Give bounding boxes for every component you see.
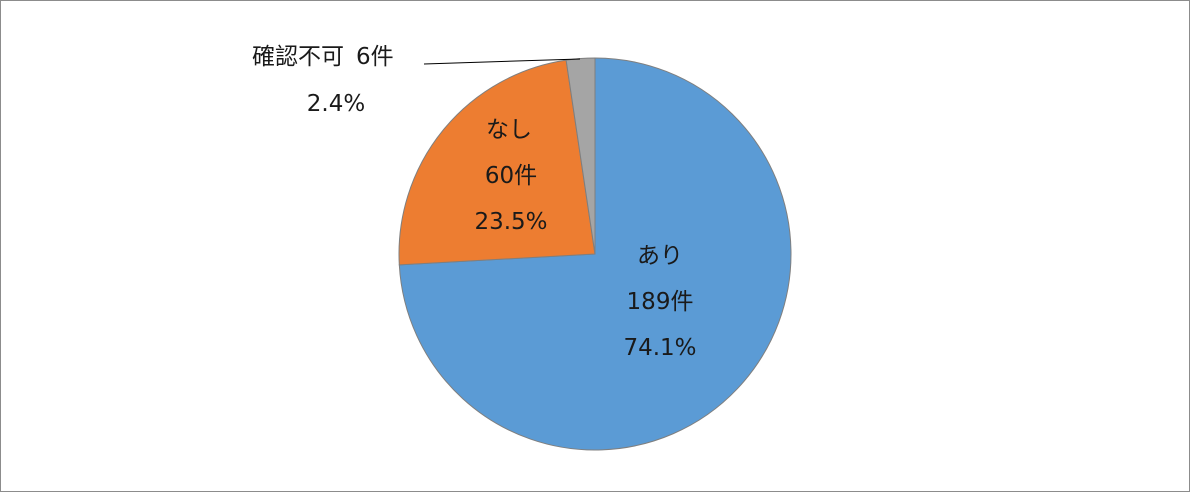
slice-label-percent-nashi: 23.5% [474, 209, 547, 235]
slice-label-category-nashi: なし [486, 117, 532, 143]
pie-slices [398, 57, 792, 451]
slice-label-count-ari: 189件 [627, 289, 694, 315]
slice-label-percent-kakunin: 2.4% [307, 91, 365, 117]
leader-line [423, 58, 581, 65]
slice-label-category-ari: あり [637, 243, 683, 269]
slice-label-count-nashi: 60件 [485, 163, 537, 189]
pie-slice-nashi [398, 59, 596, 266]
pie-slice-kakunin [565, 57, 596, 255]
slice-label-count-kakunin: 6件 [356, 44, 394, 70]
slice-label-percent-ari: 74.1% [623, 335, 696, 361]
slice-label-category-kakunin: 確認不可 [252, 44, 344, 70]
